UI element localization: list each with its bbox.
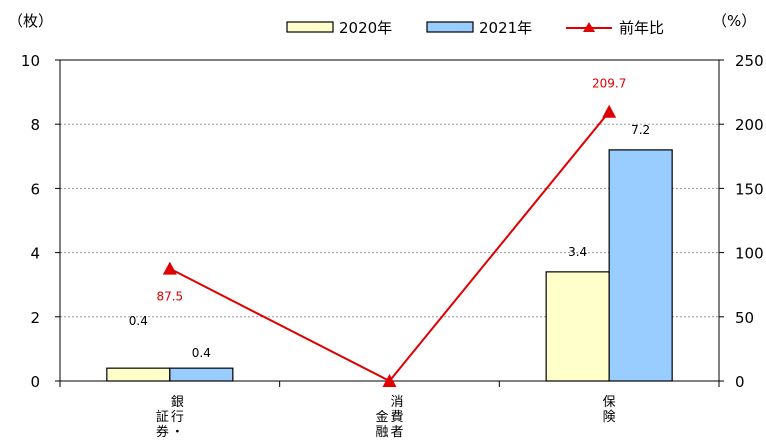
bars <box>106 149 673 382</box>
legend-label-2021: 2021年 <box>479 19 532 37</box>
legend-label-2020: 2020年 <box>339 19 392 37</box>
bar-value-label: 3.4 <box>568 245 587 259</box>
ratio-point <box>162 261 177 275</box>
left-axis-unit: （枚） <box>8 12 53 30</box>
legend-label-ratio: 前年比 <box>619 19 664 37</box>
bar-2021 <box>169 367 234 382</box>
category-label-column: 銀行・ <box>171 395 184 440</box>
right-tick-label: 100 <box>735 245 764 263</box>
left-tick-label: 8 <box>30 116 40 134</box>
category-label: 銀行・証券 <box>156 395 184 440</box>
ratio-line-series <box>162 104 617 387</box>
right-tick-label: 50 <box>735 309 754 327</box>
bar-value-label: 0.4 <box>192 346 211 360</box>
ratio-value-label: 209.7 <box>592 77 626 91</box>
bar-2021 <box>608 149 673 382</box>
bar-value-label: 0.4 <box>129 314 148 328</box>
data-labels: 0.4 3.4 0.4 7.2 87.5 209.7 <box>129 77 650 360</box>
right-tick-label: 200 <box>735 116 764 134</box>
category-label-column: 保険 <box>603 395 616 425</box>
ratio-line <box>169 111 610 383</box>
ratio-point <box>382 374 397 387</box>
category-label-column: 証券 <box>156 410 169 440</box>
right-tick-label: 0 <box>735 373 745 391</box>
right-tick-label: 250 <box>735 52 764 70</box>
bar-2020 <box>545 271 610 382</box>
category-label: 保険 <box>603 395 616 425</box>
category-label-column: 金融 <box>375 409 388 440</box>
left-tick-label: 0 <box>30 373 40 391</box>
bar-2020 <box>106 367 171 382</box>
ratio-value-label: 87.5 <box>156 290 183 304</box>
right-axis-unit: （%） <box>712 12 756 30</box>
left-tick-label: 10 <box>21 52 40 70</box>
bar-value-label: 7.2 <box>631 123 650 137</box>
ratio-point <box>602 104 617 118</box>
legend-swatch-2021 <box>426 21 474 33</box>
legend-swatch-2020 <box>286 21 334 33</box>
left-tick-label: 2 <box>30 309 40 327</box>
legend-marker-ratio <box>583 22 595 32</box>
legend: 2020年 2021年 前年比 <box>286 19 664 37</box>
left-tick-label: 4 <box>30 245 40 263</box>
right-tick-label: 150 <box>735 180 764 198</box>
category-label-column: 消費者 <box>390 395 403 440</box>
left-tick-label: 6 <box>30 180 40 198</box>
